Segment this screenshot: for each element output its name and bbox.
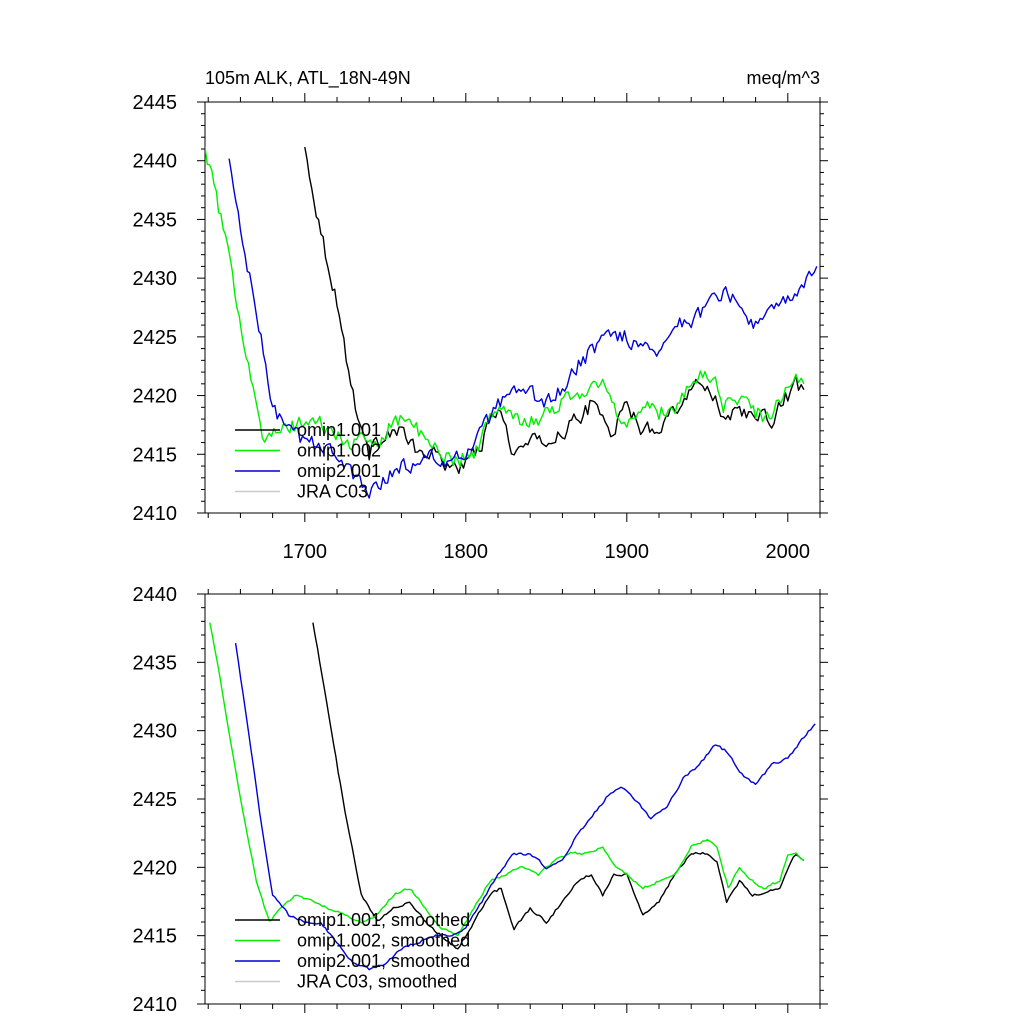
- legend-label-jra-c03-smoothed: JRA C03, smoothed: [297, 972, 457, 992]
- y-tick-label: 2410: [133, 994, 178, 1016]
- y-tick-label: 2415: [133, 926, 178, 948]
- y-tick-label: 2435: [133, 209, 178, 231]
- legend-label-omip1-001-smoothed: omip1.001, smoothed: [297, 910, 470, 930]
- legend-label-jra-c03: JRA C03: [297, 482, 368, 502]
- y-tick-label: 2415: [133, 444, 178, 466]
- y-tick-label: 2430: [133, 268, 178, 290]
- bottom-panel: 2410 2415 2420 2425 2430 2435 2440 omip1.001, s…: [133, 584, 828, 1016]
- y-tick-label: 2425: [133, 789, 178, 811]
- series-line-omip2-001-smoothed: [234, 642, 816, 971]
- y-tick-label: 2435: [133, 652, 178, 674]
- y-tick-label: 2420: [133, 386, 178, 408]
- legend-label-omip1-002-smoothed: omip1.002, smoothed: [297, 931, 470, 951]
- series-line-omip1-002: [205, 146, 805, 468]
- y-tick-label: 2420: [133, 857, 178, 879]
- x-tick-label: 1900: [605, 541, 650, 563]
- series-line-omip1-002-smoothed: [209, 622, 805, 937]
- y-tick-label: 2430: [133, 721, 178, 743]
- legend-label-omip1-001: omip1.001: [297, 420, 381, 440]
- series-line-omip2-001: [228, 158, 818, 499]
- x-tick-label: 2000: [766, 541, 811, 563]
- x-tick-label: 1800: [444, 541, 489, 563]
- y-tick-label: 2410: [133, 503, 178, 525]
- y-tick-label: 2440: [133, 584, 178, 606]
- legend-label-omip1-002: omip1.002: [297, 441, 381, 461]
- plot-frame: [204, 101, 821, 514]
- legend-label-omip2-001: omip2.001: [297, 461, 381, 481]
- chart-title: 105m ALK, ATL_18N-49N: [205, 68, 411, 89]
- top-panel: 2410 2415 2420 2425 2430 2435 2440 2445 1700 1800…: [133, 92, 828, 563]
- y-tick-label: 2425: [133, 327, 178, 349]
- units-label: meq/m^3: [747, 68, 820, 88]
- y-tick-label: 2440: [133, 151, 178, 173]
- x-tick-label: 1700: [283, 541, 328, 563]
- series-line-omip1-001-smoothed: [312, 622, 805, 950]
- y-tick-label: 2445: [133, 92, 178, 114]
- legend-label-omip2-001-smoothed: omip2.001, smoothed: [297, 951, 470, 971]
